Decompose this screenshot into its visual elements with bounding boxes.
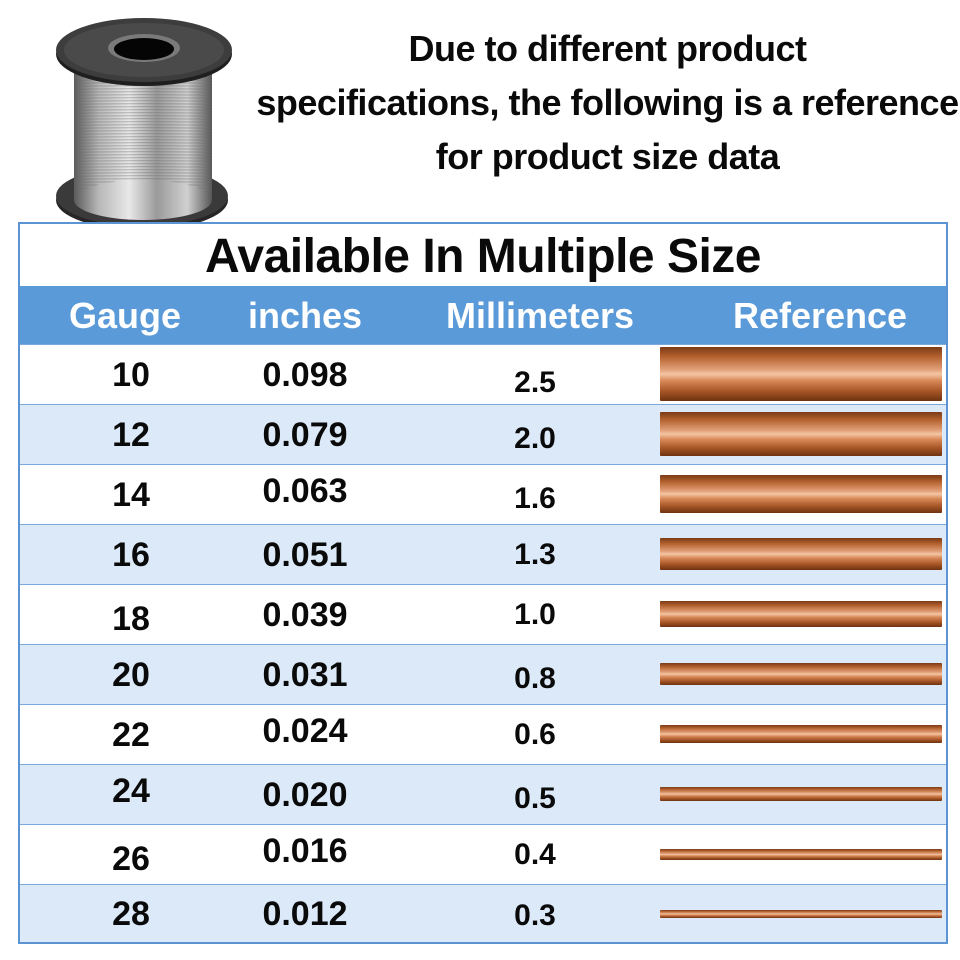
wire-spool-image (56, 18, 232, 230)
copper-wire-sample (660, 725, 942, 743)
copper-wire-sample (660, 910, 942, 918)
copper-wire-sample (660, 412, 942, 456)
header-reference: Reference (732, 295, 908, 336)
inches-cell: 0.016 (262, 832, 348, 870)
reference-cell (660, 585, 946, 643)
table-row: 10 0.098 2.5 (20, 344, 946, 404)
gauge-cell: 16 (112, 536, 150, 574)
millimeters-cell: 2.5 (514, 366, 556, 399)
inches-cell: 0.020 (262, 776, 348, 814)
millimeters-cell: 0.3 (514, 899, 556, 932)
copper-wire-sample (660, 663, 942, 685)
millimeters-cell: 0.5 (514, 782, 556, 815)
gauge-cell: 10 (112, 356, 150, 394)
wire-size-table: Available In Multiple Size Gauge inches … (18, 222, 948, 944)
gauge-cell: 22 (112, 716, 150, 754)
gauge-cell: 28 (112, 895, 150, 933)
disclaimer-line-1: Due to different product (408, 28, 807, 69)
copper-wire-sample (660, 849, 942, 860)
reference-cell (660, 705, 946, 763)
reference-cell (660, 765, 946, 823)
table-row: 26 0.016 0.4 (20, 824, 946, 884)
table-row: 20 0.031 0.8 (20, 644, 946, 704)
inches-cell: 0.063 (262, 472, 348, 510)
table-header-row: Gauge inches Millimeters Reference (20, 286, 946, 344)
gauge-cell: 18 (112, 600, 150, 638)
disclaimer-line-2: specifications, the following is a refer… (256, 82, 959, 123)
inches-cell: 0.012 (262, 895, 348, 933)
inches-cell: 0.051 (262, 536, 348, 574)
reference-cell (660, 885, 946, 943)
size-disclaimer: Due to different product specifications,… (255, 22, 960, 184)
copper-wire-sample (660, 538, 942, 570)
reference-cell (660, 525, 946, 583)
inches-cell: 0.039 (262, 596, 348, 634)
table-title: Available In Multiple Size (204, 230, 762, 283)
header-millimeters: Millimeters (445, 295, 635, 336)
reference-cell (660, 645, 946, 703)
millimeters-cell: 1.3 (514, 538, 556, 571)
millimeters-cell: 0.8 (514, 662, 556, 695)
gauge-cell: 12 (112, 416, 150, 454)
gauge-cell: 26 (112, 840, 150, 878)
inches-cell: 0.031 (262, 656, 348, 694)
millimeters-cell: 1.0 (514, 598, 556, 631)
reference-cell (660, 345, 946, 403)
gauge-cell: 20 (112, 656, 150, 694)
table-row: 22 0.024 0.6 (20, 704, 946, 764)
reference-cell (660, 825, 946, 883)
disclaimer-line-3: for product size data (435, 136, 780, 177)
reference-cell (660, 405, 946, 463)
gauge-cell: 24 (112, 772, 150, 810)
millimeters-cell: 2.0 (514, 422, 556, 455)
inches-cell: 0.024 (262, 712, 348, 750)
copper-wire-sample (660, 475, 942, 513)
table-row: 16 0.051 1.3 (20, 524, 946, 584)
copper-wire-sample (660, 601, 942, 627)
reference-cell (660, 465, 946, 523)
copper-wire-sample (660, 787, 942, 801)
millimeters-cell: 0.6 (514, 718, 556, 751)
millimeters-cell: 0.4 (514, 838, 556, 871)
table-row: 12 0.079 2.0 (20, 404, 946, 464)
millimeters-cell: 1.6 (514, 482, 556, 515)
copper-wire-sample (660, 347, 942, 401)
header-gauge: Gauge (68, 295, 182, 336)
header-inches: inches (247, 295, 363, 336)
table-row: 14 0.063 1.6 (20, 464, 946, 524)
gauge-cell: 14 (112, 476, 150, 514)
inches-cell: 0.098 (262, 356, 348, 394)
table-row: 28 0.012 0.3 (20, 884, 946, 942)
inches-cell: 0.079 (262, 416, 348, 454)
table-row: 24 0.020 0.5 (20, 764, 946, 824)
table-row: 18 0.039 1.0 (20, 584, 946, 644)
